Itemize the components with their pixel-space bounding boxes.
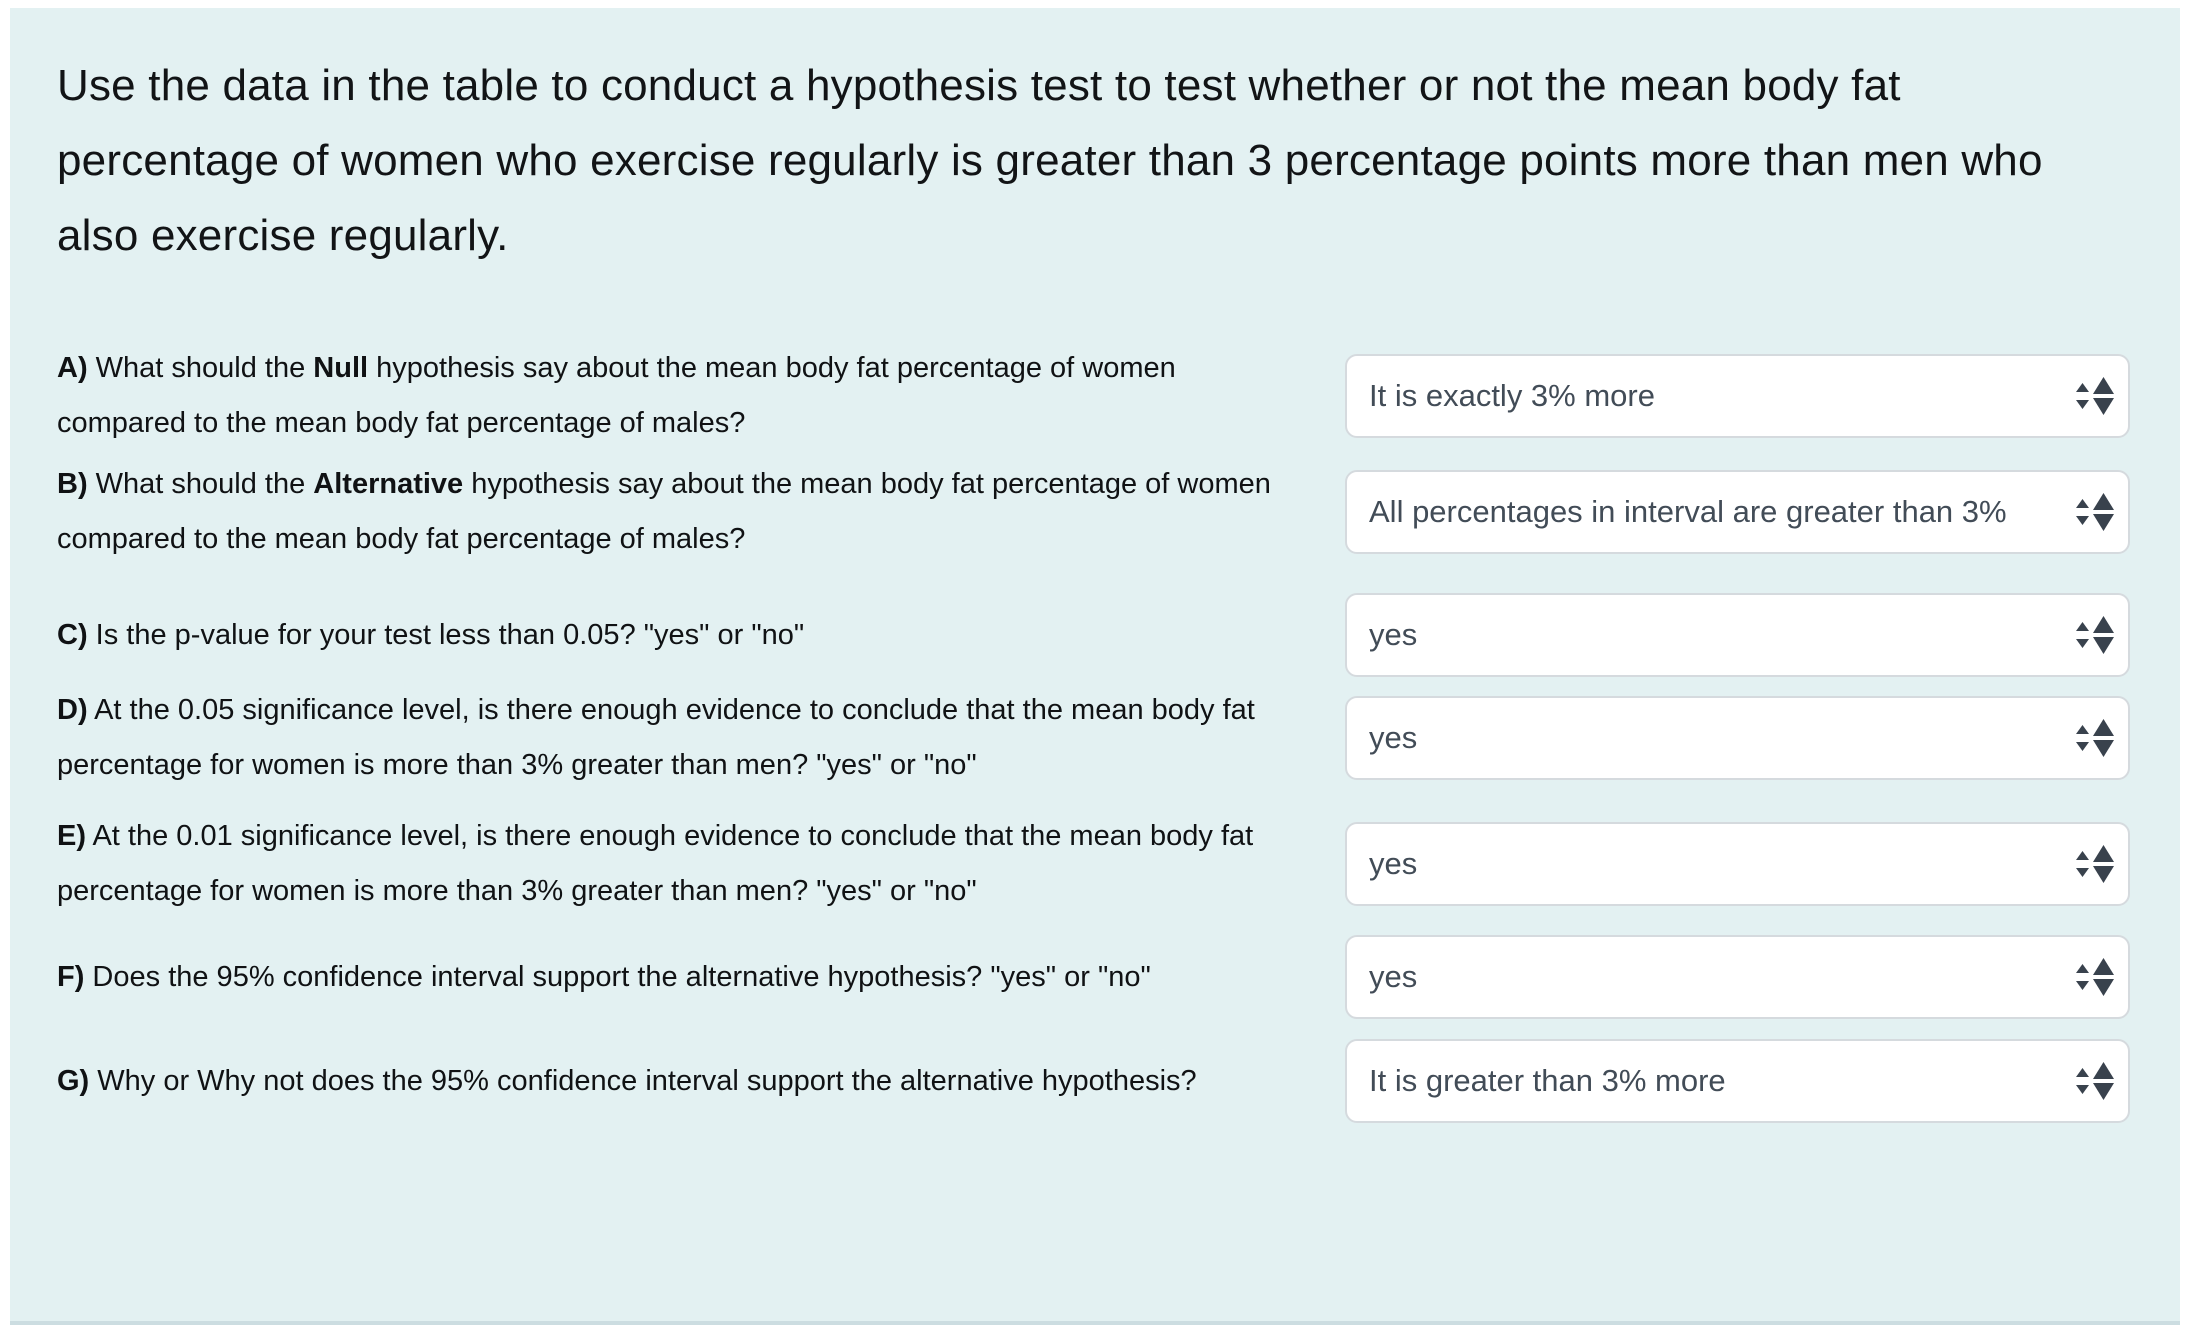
selected-value-a: It is exactly 3% more: [1369, 378, 1655, 413]
question-list: A) What should the Null hypothesis say a…: [57, 341, 2130, 1123]
question-bold-term-a: Null: [313, 352, 369, 384]
question-text-g: G) Why or Why not does the 95% confidenc…: [57, 1054, 1340, 1109]
answer-select-e[interactable]: yes: [1345, 822, 2130, 906]
question-text-a: A) What should the Null hypothesis say a…: [57, 341, 1340, 451]
question-before-c: Is the p-value for your test less than 0…: [87, 618, 805, 651]
selected-value-c: yes: [1369, 617, 1418, 652]
select-spinner-icon: [2070, 715, 2116, 761]
question-text-f: F) Does the 95% confidence interval supp…: [57, 950, 1340, 1005]
question-row-b: B) What should the Alternative hypothesi…: [57, 457, 2130, 567]
select-spinner-icon: [2070, 1058, 2116, 1104]
question-text-e: E) At the 0.01 significance level, is th…: [57, 809, 1340, 919]
question-row-c: C) Is the p-value for your test less tha…: [57, 593, 2130, 677]
question-before-a: What should the: [87, 352, 314, 384]
question-text-c: C) Is the p-value for your test less tha…: [57, 608, 1340, 663]
question-label-e: E): [57, 820, 86, 852]
answer-select-a[interactable]: It is exactly 3% more: [1345, 354, 2130, 438]
selected-value-e: yes: [1369, 846, 1418, 881]
question-before-f: Does the 95% confidence interval support…: [84, 960, 1151, 993]
select-spinner-icon: [2070, 373, 2116, 419]
question-text-b: B) What should the Alternative hypothesi…: [57, 457, 1340, 567]
selected-value-g: It is greater than 3% more: [1369, 1063, 1726, 1098]
question-label-g: G): [57, 1064, 90, 1097]
select-spinner-icon: [2070, 612, 2116, 658]
selected-value-f: yes: [1369, 959, 1418, 994]
answer-select-c[interactable]: yes: [1345, 593, 2130, 677]
select-spinner-icon: [2070, 954, 2116, 1000]
question-label-c: C): [57, 618, 88, 651]
question-row-e: E) At the 0.01 significance level, is th…: [57, 809, 2130, 919]
answer-select-d[interactable]: yes: [1345, 696, 2130, 780]
question-text-d: D) At the 0.05 significance level, is th…: [57, 683, 1340, 793]
answer-select-g[interactable]: It is greater than 3% more: [1345, 1039, 2130, 1123]
question-card: Use the data in the table to conduct a h…: [10, 8, 2180, 1325]
question-after-b: hypothesis say about the mean body fat p…: [57, 468, 1271, 555]
question-row-g: G) Why or Why not does the 95% confidenc…: [57, 1039, 2130, 1123]
question-before-g: Why or Why not does the 95% confidence i…: [89, 1064, 1197, 1097]
question-before-e: At the 0.01 significance level, is there…: [57, 820, 1254, 907]
question-row-d: D) At the 0.05 significance level, is th…: [57, 683, 2130, 793]
question-label-b: B): [57, 468, 88, 500]
selected-value-b: All percentages in interval are greater …: [1369, 494, 2007, 529]
question-label-f: F): [57, 960, 85, 993]
select-spinner-icon: [2070, 841, 2116, 887]
answer-select-f[interactable]: yes: [1345, 935, 2130, 1019]
select-spinner-icon: [2070, 489, 2116, 535]
question-after-a: hypothesis say about the mean body fat p…: [57, 352, 1176, 439]
question-label-a: A): [57, 352, 88, 384]
question-row-a: A) What should the Null hypothesis say a…: [57, 341, 2130, 451]
main-question-text: Use the data in the table to conduct a h…: [57, 61, 2043, 260]
question-before-d: At the 0.05 significance level, is there…: [57, 694, 1255, 781]
question-row-f: F) Does the 95% confidence interval supp…: [57, 935, 2130, 1019]
answer-select-b[interactable]: All percentages in interval are greater …: [1345, 470, 2130, 554]
question-label-d: D): [57, 694, 88, 726]
question-before-b: What should the: [87, 468, 314, 500]
selected-value-d: yes: [1369, 720, 1418, 755]
question-bold-term-b: Alternative: [313, 468, 464, 500]
